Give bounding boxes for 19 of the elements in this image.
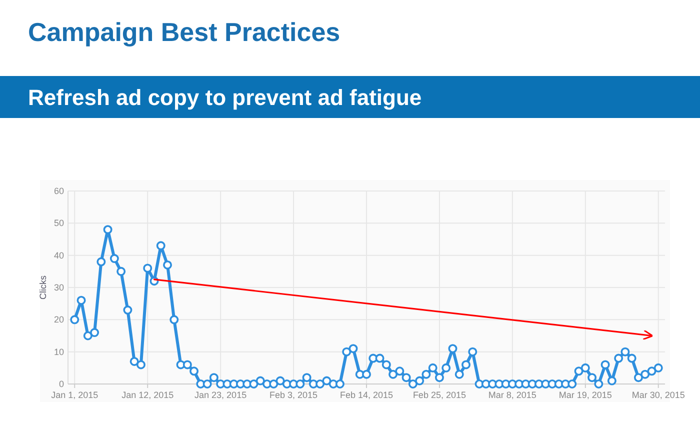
x-tick-label: Jan 12, 2015 <box>122 390 174 400</box>
x-tick-label: Mar 19, 2015 <box>558 390 612 400</box>
y-tick-label: 60 <box>54 186 64 196</box>
y-tick-label: 40 <box>54 250 64 260</box>
chart-title: Campaign Best Practices <box>28 17 340 47</box>
y-tick-label: 10 <box>54 346 64 357</box>
x-tick-label: Feb 25, 2015 <box>412 390 466 400</box>
x-tick-label: Feb 3, 2015 <box>270 390 318 400</box>
y-axis-title: Clicks <box>38 275 48 300</box>
y-tick-label: 0 <box>58 379 64 389</box>
y-tick-label: 30 <box>54 282 64 292</box>
x-tick-label: Jan 23, 2015 <box>194 390 247 400</box>
x-tick-label: Jan 1, 2015 <box>51 390 98 400</box>
x-tick-label: Mar 30, 2015 <box>632 390 685 400</box>
y-tick-label: 50 <box>54 218 64 228</box>
chart-subtitle: Refresh ad copy to prevent ad fatigue <box>28 85 422 110</box>
x-tick-label: Mar 8, 2015 <box>488 390 536 400</box>
x-tick-label: Feb 14, 2015 <box>340 390 394 400</box>
y-tick-label: 20 <box>54 314 64 325</box>
